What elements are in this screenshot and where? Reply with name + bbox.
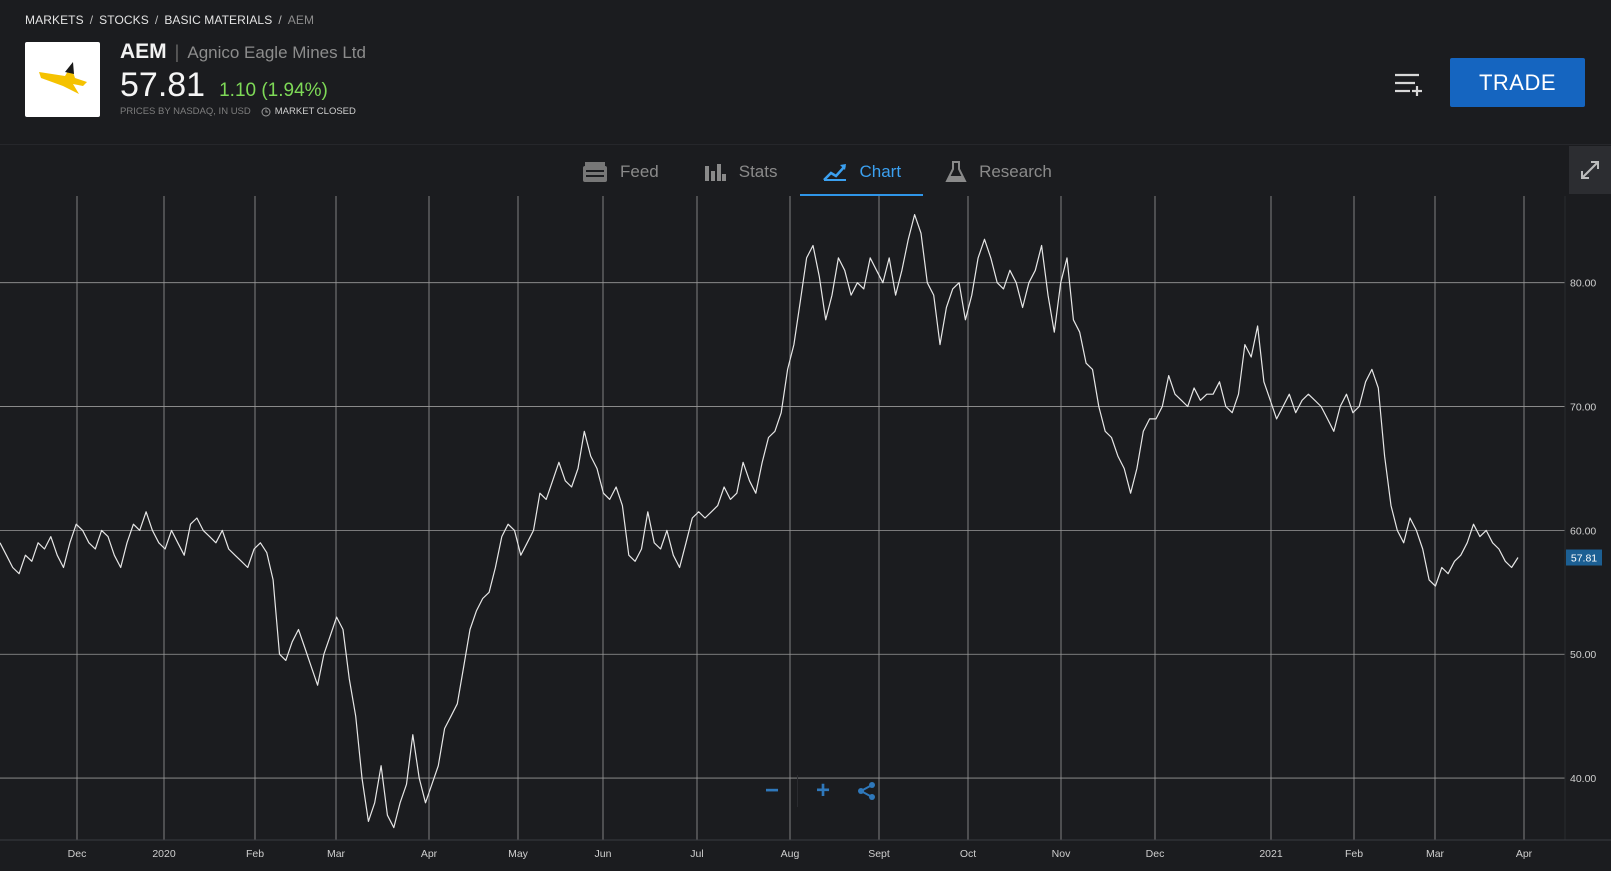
tab-label: Stats (738, 162, 778, 181)
add-to-watchlist-button[interactable] (1392, 66, 1426, 100)
x-tick-label: Feb (246, 848, 264, 860)
control-divider (797, 775, 798, 807)
y-tick-label: 50.00 (1570, 649, 1596, 661)
tab-feed[interactable]: Feed (560, 148, 681, 196)
breadcrumb: MARKETS / STOCKS / BASIC MATERIALS / AEM (25, 13, 314, 27)
x-tick-label: Sept (868, 848, 890, 860)
plus-icon: + (815, 777, 830, 804)
x-tick-label: Jul (690, 848, 703, 860)
market-status: MARKET CLOSED (261, 106, 356, 117)
price-source-note: PRICES BY NASDAQ, IN USD (120, 106, 251, 117)
breadcrumb-markets[interactable]: MARKETS (25, 13, 84, 27)
tab-stats[interactable]: Stats (681, 148, 800, 196)
x-tick-label: Apr (421, 848, 438, 860)
price-line (0, 214, 1519, 829)
x-tick-label: Dec (68, 848, 87, 860)
x-tick-label: Nov (1052, 848, 1071, 860)
title-divider: | (174, 42, 180, 62)
last-price-badge (1566, 549, 1602, 566)
last-price-label: 57.81 (1571, 553, 1597, 565)
y-tick-label: 40.00 (1570, 773, 1596, 785)
share-icon (858, 782, 875, 800)
bar-chart-icon (704, 164, 726, 181)
tab-chart[interactable]: Chart (799, 148, 924, 196)
tab-label: Feed (620, 162, 659, 181)
zoom-out-button[interactable]: − (753, 776, 791, 806)
current-price: 57.81 (120, 66, 206, 104)
x-tick-label: Jun (595, 848, 612, 860)
y-tick-label: 80.00 (1570, 278, 1596, 290)
breadcrumb-separator: / (89, 13, 94, 27)
header-divider (0, 144, 1611, 145)
x-tick-label: Mar (327, 848, 346, 860)
breadcrumb-current: AEM (287, 13, 315, 27)
company-logo (25, 42, 100, 117)
y-tick-label: 70.00 (1570, 402, 1596, 414)
market-status-label: MARKET CLOSED (274, 106, 356, 117)
flask-icon (945, 161, 967, 182)
breadcrumb-separator: / (278, 13, 282, 27)
price-row: 57.81 1.10 (1.94%) (120, 66, 328, 105)
tab-label: Research (979, 162, 1052, 181)
company-name: Agnico Eagle Mines Ltd (187, 43, 366, 62)
zoom-in-button[interactable]: + (804, 776, 842, 806)
expand-icon (1581, 161, 1599, 179)
price-chart[interactable]: 40.00 50.00 60.00 70.00 80.00 Dec 2020 Feb Mar Ap… (0, 196, 1611, 871)
breadcrumb-stocks[interactable]: STOCKS (99, 13, 149, 27)
fullscreen-button[interactable] (1569, 146, 1611, 194)
share-button[interactable] (848, 776, 886, 806)
minus-icon: − (764, 777, 779, 804)
breadcrumb-separator: / (154, 13, 159, 27)
add-to-list-icon (1395, 73, 1422, 96)
x-tick-label: 2021 (1259, 848, 1283, 860)
x-tick-label: Dec (1146, 848, 1165, 860)
x-tick-label: Apr (1516, 848, 1533, 860)
price-meta: PRICES BY NASDAQ, IN USD MARKET CLOSED (120, 106, 356, 117)
tab-bar: Feed Stats Chart Research (560, 148, 1074, 196)
y-tick-label: 60.00 (1570, 525, 1596, 537)
trade-button[interactable]: TRADE (1450, 58, 1585, 107)
tab-label: Chart (859, 162, 902, 181)
breadcrumb-basic-materials[interactable]: BASIC MATERIALS (164, 13, 273, 27)
ticker-row: AEM | Agnico Eagle Mines Ltd (120, 40, 366, 64)
eagle-logo-icon (39, 62, 87, 94)
price-change: 1.10 (1.94%) (219, 80, 328, 101)
clock-icon (261, 107, 271, 116)
ticker-symbol: AEM (120, 40, 167, 63)
x-tick-label: Feb (1345, 848, 1363, 860)
feed-icon (583, 162, 607, 182)
x-tick-label: 2020 (152, 848, 176, 860)
x-tick-label: Aug (781, 848, 800, 860)
x-tick-label: Mar (1426, 848, 1445, 860)
tab-research[interactable]: Research (923, 148, 1074, 196)
x-tick-label: May (508, 848, 529, 860)
x-tick-label: Oct (960, 848, 976, 860)
chart-controls: − + (753, 775, 886, 807)
trend-chart-icon (822, 164, 846, 181)
